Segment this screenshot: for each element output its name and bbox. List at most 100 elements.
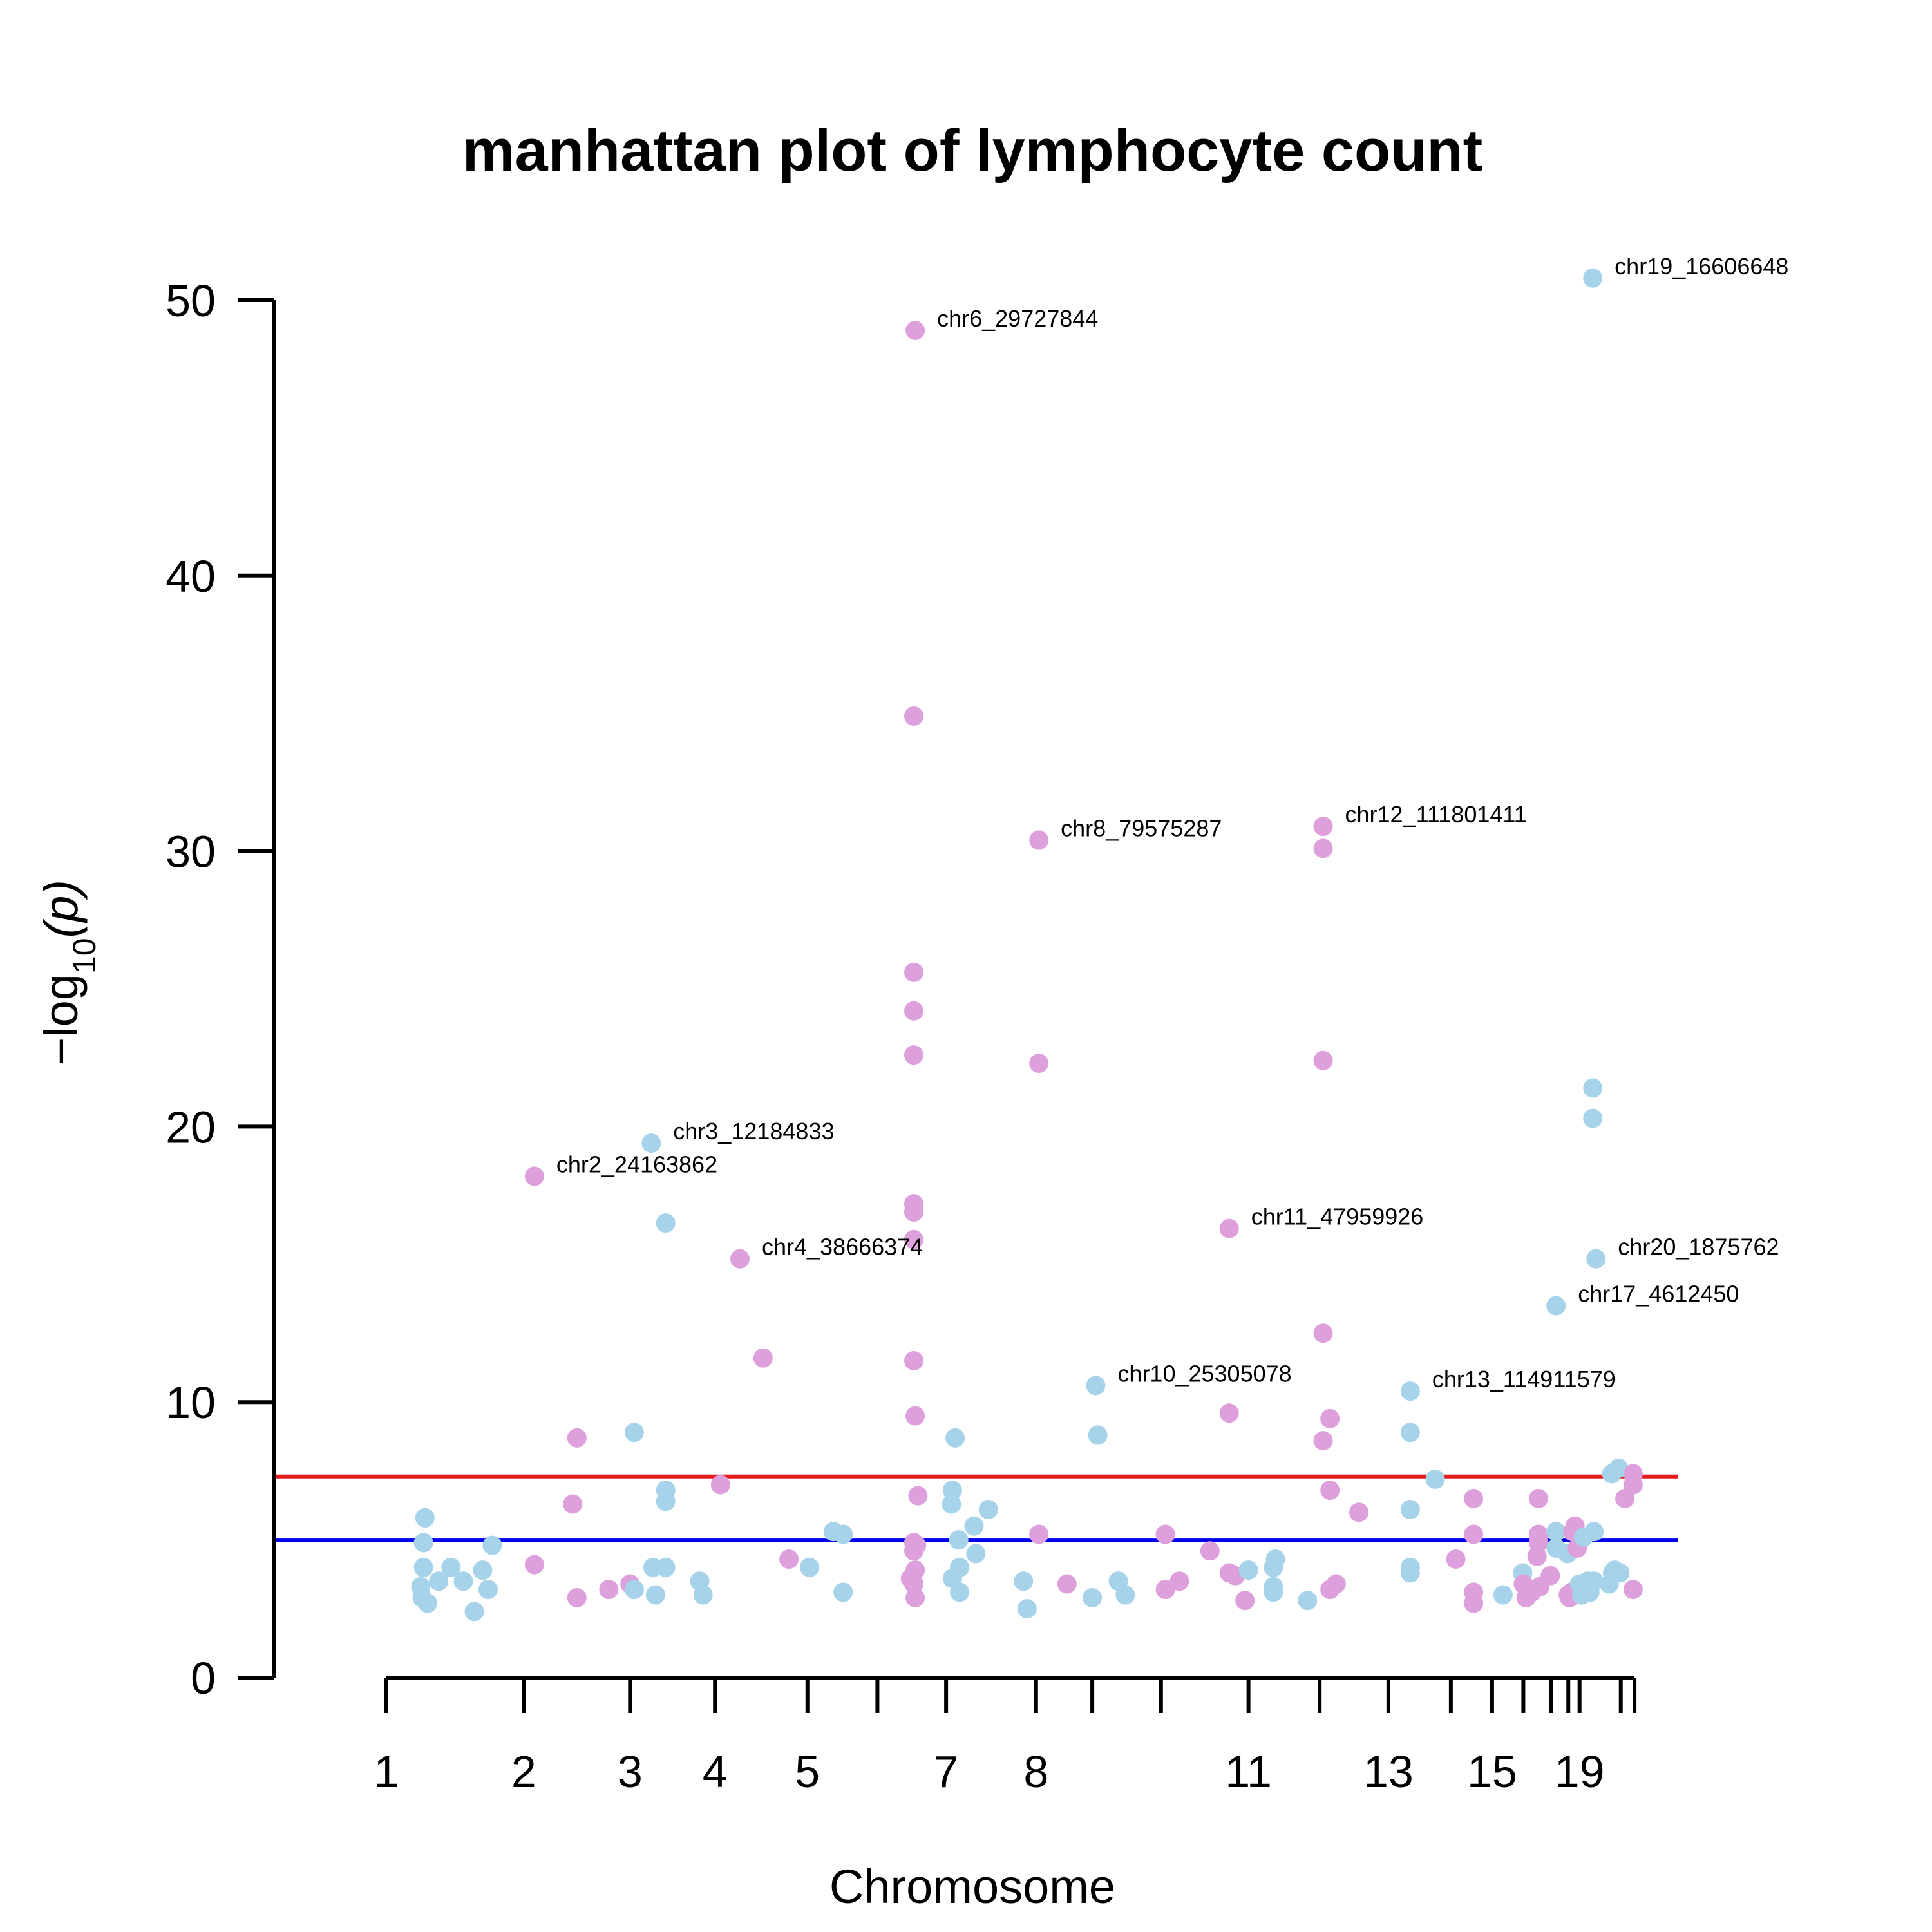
snp-label: chr12_111801411 [1345, 801, 1527, 828]
data-point [1425, 1469, 1445, 1489]
data-point [1464, 1524, 1484, 1544]
data-point [1446, 1549, 1466, 1569]
y-tick-label: 0 [191, 1653, 216, 1703]
x-tick-label: 19 [1555, 1747, 1605, 1797]
x-tick-label: 5 [795, 1747, 820, 1797]
snp-label: chr20_1875762 [1618, 1234, 1779, 1260]
data-point [1313, 838, 1333, 858]
data-point [441, 1557, 461, 1577]
snp-label: chr19_16606648 [1615, 253, 1788, 279]
x-tick-label: 11 [1225, 1747, 1272, 1797]
data-point [950, 1582, 970, 1602]
data-point [710, 1475, 730, 1495]
data-point [1326, 1574, 1346, 1594]
snp-label: chr10_25305078 [1117, 1361, 1291, 1387]
data-point [1623, 1580, 1643, 1600]
snp-labels: chr19_16606648 chr6_29727844 chr8_79575287… [556, 253, 1789, 1392]
data-point [478, 1580, 498, 1600]
data-point [904, 1202, 923, 1222]
y-tick-label: 20 [166, 1102, 216, 1152]
data-point [949, 1530, 969, 1550]
data-point [656, 1557, 676, 1577]
data-point [1086, 1376, 1106, 1396]
data-point [779, 1549, 799, 1569]
data-point [1265, 1549, 1285, 1569]
data-point [730, 1249, 750, 1269]
data-point [1298, 1591, 1318, 1611]
y-axis-label: −log10(p) [34, 880, 102, 1065]
data-point [908, 1486, 928, 1506]
data-point [1014, 1571, 1034, 1591]
snp-label: chr8_79575287 [1061, 815, 1222, 841]
data-point [641, 1133, 661, 1153]
data-point [1584, 1522, 1604, 1542]
chart-title: manhattan plot of lymphocyte count [462, 118, 1482, 184]
data-point [413, 1533, 433, 1553]
data-point [1349, 1502, 1368, 1522]
y-axis-label-suffix: (p) [34, 880, 88, 938]
data-point [1200, 1541, 1220, 1561]
data-point [1029, 1524, 1049, 1544]
x-tick-label: 4 [703, 1747, 728, 1797]
x-tick-label: 15 [1467, 1747, 1517, 1797]
x-tick-label: 7 [934, 1747, 959, 1797]
y-axis: 0 10 20 30 40 50 [166, 276, 276, 1703]
data-point [1313, 1431, 1333, 1451]
data-point [904, 706, 923, 726]
data-point [656, 1492, 676, 1511]
data-point [1155, 1524, 1175, 1544]
data-point [1586, 1249, 1606, 1269]
data-point [473, 1560, 493, 1580]
data-point [1083, 1587, 1103, 1607]
data-point [1400, 1563, 1420, 1583]
data-point [413, 1557, 433, 1577]
x-tick-label: 13 [1363, 1747, 1414, 1797]
data-point [453, 1571, 473, 1591]
snp-label: chr6_29727844 [937, 305, 1098, 332]
data-point [1029, 830, 1049, 850]
data-point [524, 1166, 544, 1186]
snp-label: chr17_4612450 [1578, 1280, 1739, 1307]
data-point [1155, 1580, 1175, 1600]
snp-label: chr13_114911579 [1432, 1366, 1616, 1392]
data-point [904, 1045, 923, 1065]
data-point [1320, 1481, 1340, 1501]
data-point [978, 1500, 998, 1520]
data-point [1115, 1585, 1135, 1605]
y-tick-label: 50 [166, 276, 216, 326]
data-point [833, 1582, 853, 1602]
data-point [1464, 1593, 1484, 1613]
data-point [966, 1544, 986, 1564]
y-axis-label-prefix: −log [34, 974, 88, 1065]
data-point [1219, 1218, 1239, 1238]
data-point [482, 1535, 502, 1555]
data-point [753, 1348, 773, 1368]
data-points [411, 268, 1643, 1622]
data-point [1400, 1381, 1420, 1401]
data-point [800, 1557, 820, 1577]
data-point [1546, 1522, 1566, 1542]
data-point [1057, 1574, 1077, 1594]
data-point [563, 1494, 583, 1514]
data-point [1610, 1563, 1630, 1583]
data-point [624, 1580, 644, 1600]
y-tick-label: 10 [166, 1378, 216, 1428]
data-point [904, 1541, 923, 1561]
y-axis-label-subscript: 10 [66, 938, 102, 974]
data-point [1584, 1571, 1604, 1591]
y-tick-label: 30 [166, 827, 216, 877]
data-point [1235, 1591, 1255, 1611]
data-point [1528, 1533, 1548, 1553]
x-axis-label: Chromosome [829, 1860, 1115, 1913]
data-point [693, 1585, 713, 1605]
data-point [904, 1001, 923, 1021]
data-point [1320, 1408, 1340, 1428]
x-tick-label: 1 [374, 1747, 399, 1797]
data-point [964, 1516, 984, 1536]
data-point [1017, 1599, 1037, 1619]
snp-label: chr11_47959926 [1251, 1204, 1424, 1230]
data-point [645, 1585, 665, 1605]
data-point [1029, 1054, 1049, 1074]
data-point [1623, 1475, 1643, 1495]
